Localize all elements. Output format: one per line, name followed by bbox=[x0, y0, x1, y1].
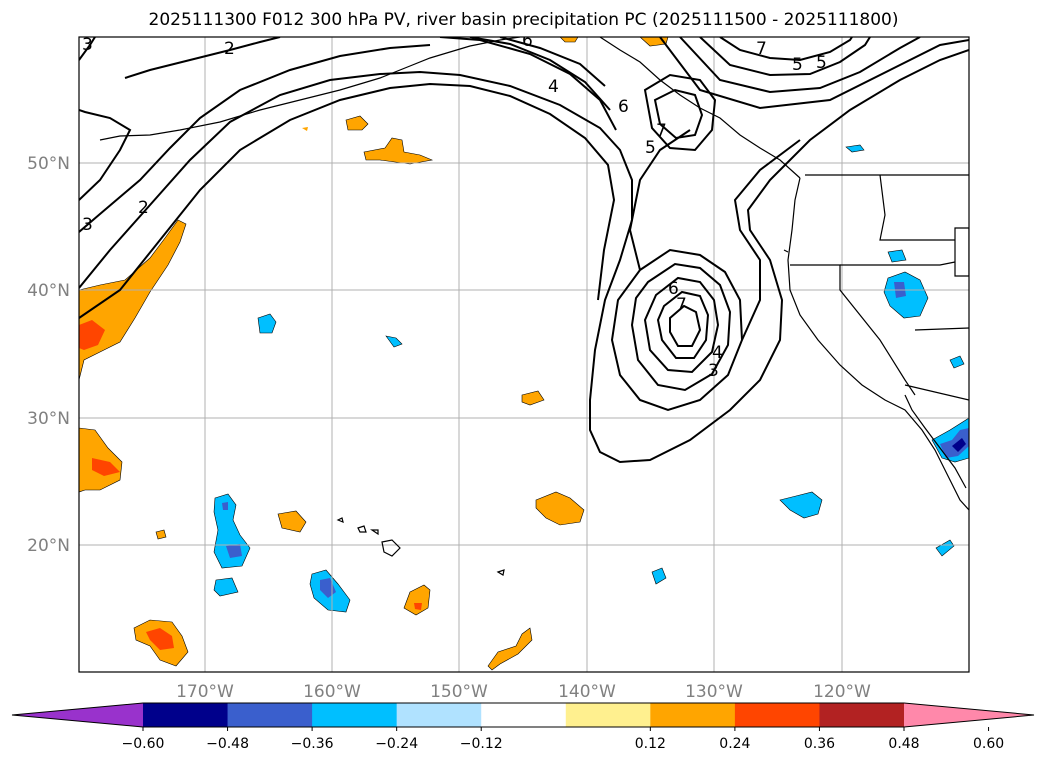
contour-label: 6 bbox=[522, 31, 533, 51]
contour-label: 6 bbox=[668, 279, 679, 299]
colorbar-extend-low bbox=[12, 703, 143, 727]
lon-label: 140°W bbox=[558, 682, 616, 702]
map-gridlines bbox=[79, 37, 969, 672]
colorbar-segment bbox=[312, 703, 398, 727]
colorbar-tick-label: 0.24 bbox=[719, 736, 750, 752]
contour-label: 5 bbox=[645, 138, 656, 158]
contour-label: 3 bbox=[82, 215, 93, 235]
colorbar-segment bbox=[481, 703, 567, 727]
contour-label: 3 bbox=[82, 35, 93, 55]
lon-label: 150°W bbox=[430, 682, 488, 702]
contour-label: 5 bbox=[792, 55, 803, 75]
contour-label: 4 bbox=[548, 77, 559, 97]
longitude-labels: 170°W 160°W 150°W 140°W 130°W 120°W bbox=[176, 682, 871, 702]
colorbar-segment bbox=[819, 703, 905, 727]
contour-label: 4 bbox=[712, 343, 723, 363]
colorbar-segment bbox=[143, 703, 229, 727]
precip-anomaly-areas bbox=[79, 37, 969, 671]
map-area bbox=[79, 37, 969, 672]
contour-label: 3 bbox=[708, 361, 719, 381]
colorbar-tick-label: 0.12 bbox=[635, 736, 666, 752]
colorbar-tick-label: 0.36 bbox=[804, 736, 835, 752]
lon-label: 130°W bbox=[685, 682, 743, 702]
colorbar-tick-label: −0.36 bbox=[291, 736, 334, 752]
colorbar-extend-high bbox=[904, 703, 1034, 727]
contour-label: 6 bbox=[618, 97, 629, 117]
pv-contours bbox=[79, 37, 969, 464]
colorbar-tick-label: 0.48 bbox=[888, 736, 919, 752]
colorbar-tick-label: −0.12 bbox=[460, 736, 503, 752]
contour-label: 7 bbox=[676, 295, 687, 315]
colorbar-segment bbox=[396, 703, 482, 727]
contour-label: 2 bbox=[138, 198, 149, 218]
contour-label: 2 bbox=[224, 39, 235, 59]
colorbar-segment bbox=[565, 703, 651, 727]
lon-label: 170°W bbox=[176, 682, 234, 702]
colorbar: −0.60 −0.48 −0.36 −0.24 −0.12 0.12 0.24 0.36 0.4… bbox=[11, 702, 1035, 752]
colorbar-tick-label: −0.24 bbox=[375, 736, 418, 752]
lat-label: 50°N bbox=[27, 154, 70, 174]
pv-contour-labels: 2 2 3 3 4 5 5 6 6 7 7 6 7 5 3 4 bbox=[82, 31, 827, 381]
colorbar-segment bbox=[650, 703, 736, 727]
colorbar-segment bbox=[227, 703, 313, 727]
contour-label: 7 bbox=[656, 121, 667, 141]
contour-label: 5 bbox=[816, 53, 827, 73]
lat-label: 20°N bbox=[27, 536, 70, 556]
colorbar-tick-label: −0.48 bbox=[206, 736, 249, 752]
colorbar-tick-label: −0.60 bbox=[122, 736, 165, 752]
lat-label: 40°N bbox=[27, 281, 70, 301]
colorbar-segment bbox=[734, 703, 820, 727]
contour-label: 7 bbox=[756, 39, 767, 59]
map-title: 2025111300 F012 300 hPa PV, river basin … bbox=[148, 10, 899, 30]
lon-label: 120°W bbox=[813, 682, 871, 702]
latitude-labels: 50°N 40°N 30°N 20°N bbox=[27, 154, 70, 556]
map-frame bbox=[78, 36, 970, 673]
lon-label: 160°W bbox=[303, 682, 361, 702]
colorbar-tick-label: 0.60 bbox=[973, 736, 1004, 752]
lat-label: 30°N bbox=[27, 409, 70, 429]
